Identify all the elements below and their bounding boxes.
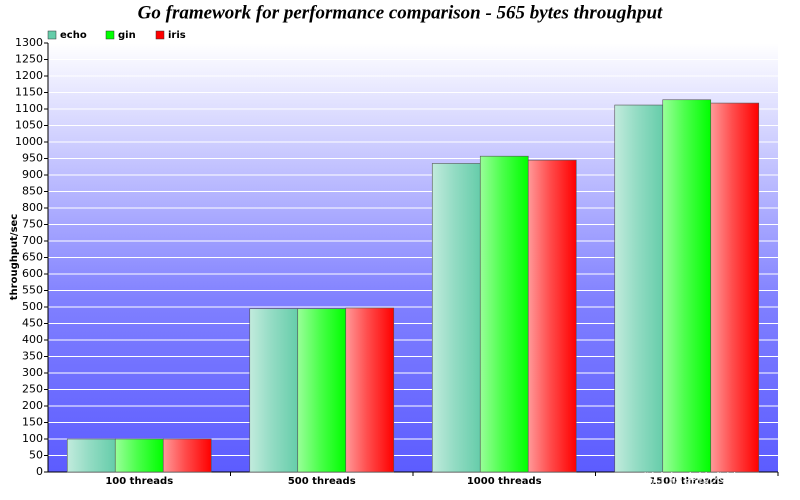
bar	[479, 155, 529, 473]
legend-swatch	[47, 30, 57, 40]
bar	[249, 308, 299, 473]
y-tick-label: 1150	[15, 86, 43, 99]
y-tick-label: 1200	[15, 69, 43, 82]
legend-label: iris	[168, 30, 186, 41]
y-tick-label: 850	[22, 185, 43, 198]
y-tick-label: 350	[22, 350, 43, 363]
y-tick-label: 900	[22, 168, 43, 181]
y-tick-label: 550	[22, 284, 43, 297]
y-tick-label: 100	[22, 432, 43, 445]
legend-label: echo	[60, 30, 87, 41]
bar	[297, 308, 347, 473]
y-axis-label: throughput/sec	[9, 214, 20, 301]
y-tick-label: 1300	[15, 36, 43, 49]
y-tick-label: 400	[22, 333, 43, 346]
legend-label: gin	[118, 30, 136, 41]
x-tick-label: 500 threads	[288, 476, 356, 487]
y-tick-label: 50	[29, 449, 43, 462]
y-tick-label: 150	[22, 416, 43, 429]
bar	[114, 438, 164, 473]
y-tick-label: 1100	[15, 102, 43, 115]
bar	[345, 307, 395, 473]
y-tick-label: 650	[22, 251, 43, 264]
y-tick-label: 600	[22, 267, 43, 280]
bar	[431, 163, 481, 473]
bar	[710, 102, 760, 473]
bar	[614, 104, 664, 473]
y-tick-label: 300	[22, 366, 43, 379]
y-tick-label: 750	[22, 218, 43, 231]
bar	[162, 438, 212, 473]
legend-swatch	[105, 30, 115, 40]
bar	[527, 159, 577, 473]
y-tick-label: 700	[22, 234, 43, 247]
bar	[66, 438, 116, 473]
legend-swatch	[155, 30, 165, 40]
x-tick-label: 1000 threads	[467, 476, 542, 487]
x-tick-label: 1500 threads	[649, 476, 724, 487]
y-tick-label: 0	[36, 465, 43, 478]
y-tick-label: 800	[22, 201, 43, 214]
y-tick-label: 1000	[15, 135, 43, 148]
y-tick-label: 500	[22, 300, 43, 313]
x-tick-label: 100 threads	[105, 476, 173, 487]
y-tick-label: 450	[22, 317, 43, 330]
chart-title: Go framework for performance comparison …	[138, 2, 663, 23]
y-tick-label: 950	[22, 152, 43, 165]
watermark: @稀土掘金技术社区	[627, 472, 753, 488]
y-tick-label: 200	[22, 399, 43, 412]
bar	[662, 99, 712, 473]
y-tick-label: 1050	[15, 119, 43, 132]
y-tick-label: 250	[22, 383, 43, 396]
y-tick-label: 1250	[15, 53, 43, 66]
